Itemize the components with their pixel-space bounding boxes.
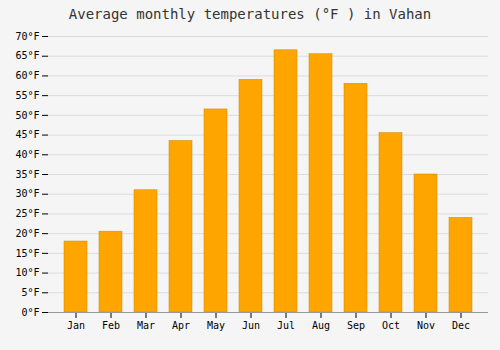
svg-text:Feb: Feb bbox=[102, 320, 120, 331]
svg-text:30°F: 30°F bbox=[15, 188, 39, 199]
svg-text:Dec: Dec bbox=[452, 320, 470, 331]
svg-text:45°F: 45°F bbox=[15, 129, 39, 140]
svg-text:Nov: Nov bbox=[417, 320, 435, 331]
svg-text:Apr: Apr bbox=[172, 320, 190, 331]
svg-text:Sep: Sep bbox=[347, 320, 365, 331]
svg-text:Jul: Jul bbox=[277, 320, 295, 331]
svg-text:5°F: 5°F bbox=[21, 287, 39, 298]
svg-text:40°F: 40°F bbox=[15, 149, 39, 160]
svg-text:Aug: Aug bbox=[312, 320, 330, 331]
svg-text:15°F: 15°F bbox=[15, 248, 39, 259]
svg-text:35°F: 35°F bbox=[15, 169, 39, 180]
svg-text:May: May bbox=[207, 320, 225, 331]
svg-text:65°F: 65°F bbox=[15, 50, 39, 61]
svg-text:55°F: 55°F bbox=[15, 90, 39, 101]
svg-text:Jan: Jan bbox=[67, 320, 85, 331]
svg-text:Jun: Jun bbox=[242, 320, 260, 331]
svg-text:60°F: 60°F bbox=[15, 70, 39, 81]
svg-text:0°F: 0°F bbox=[21, 307, 39, 318]
svg-text:10°F: 10°F bbox=[15, 267, 39, 278]
svg-text:Mar: Mar bbox=[137, 320, 155, 331]
svg-text:50°F: 50°F bbox=[15, 110, 39, 121]
svg-text:20°F: 20°F bbox=[15, 228, 39, 239]
svg-text:25°F: 25°F bbox=[15, 208, 39, 219]
html-text:Average monthly temperatures (: Average monthly temperatures (°F ) in Va… bbox=[68, 6, 432, 22]
svg-text:Oct: Oct bbox=[382, 320, 400, 331]
svg-text:70°F: 70°F bbox=[15, 31, 39, 42]
